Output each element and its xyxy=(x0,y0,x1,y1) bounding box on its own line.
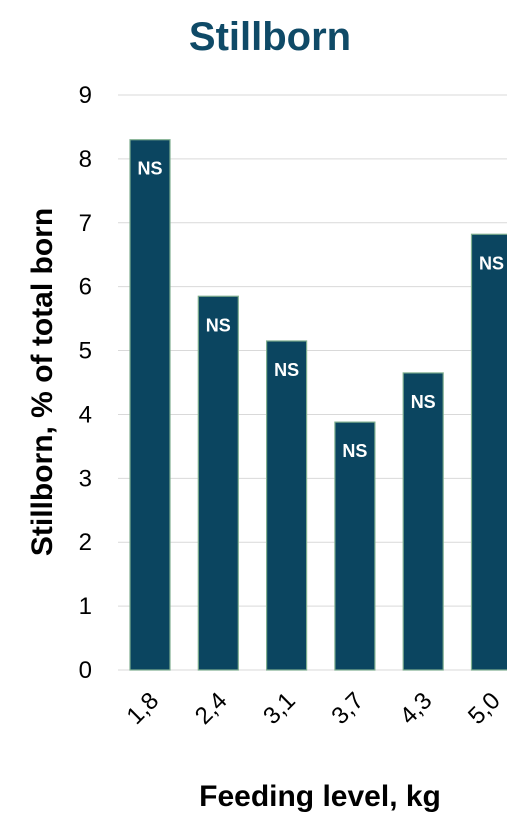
x-tick-label: 3,7 xyxy=(326,687,369,730)
y-tick-label: 5 xyxy=(79,338,92,365)
y-tick-label: 1 xyxy=(79,593,92,620)
x-axis-title: Feeding level, kg xyxy=(199,780,441,813)
bar-labels: NS NS NS NS NS NS xyxy=(137,159,504,461)
x-tick-label: 2,4 xyxy=(190,687,233,730)
bar-data-label: NS xyxy=(342,441,367,461)
bar-3-1 xyxy=(266,340,308,671)
bar-2-4 xyxy=(197,295,239,671)
y-tick-label: 2 xyxy=(79,529,92,556)
bar-data-label: NS xyxy=(206,315,231,335)
x-tick-label: 1,8 xyxy=(122,687,165,730)
y-tick-label: 9 xyxy=(79,82,92,109)
x-tick-label: 4,3 xyxy=(395,687,438,730)
y-tick-label: 7 xyxy=(79,210,92,237)
bar-data-label: NS xyxy=(479,253,504,273)
bar-5-0 xyxy=(470,233,507,671)
x-tick-label: 5,0 xyxy=(463,687,506,730)
y-tick-label: 3 xyxy=(79,465,92,492)
y-tick-label: 4 xyxy=(79,401,92,428)
bar-4-3 xyxy=(402,372,444,671)
chart-title: Stillborn xyxy=(189,15,351,59)
bar-1-8 xyxy=(129,139,171,671)
y-tick-label: 8 xyxy=(79,146,92,173)
gridlines xyxy=(118,94,507,671)
bar-data-label: NS xyxy=(274,360,299,380)
y-tick-label: 0 xyxy=(79,657,92,684)
x-axis-ticks: 1,8 2,4 3,1 3,7 4,3 5,0 xyxy=(122,687,506,730)
y-axis-title: Stillborn, % of total born xyxy=(26,208,59,556)
bars xyxy=(129,139,507,671)
bar-data-label: NS xyxy=(411,392,436,412)
bar-3-7 xyxy=(334,421,376,671)
bar-data-label: NS xyxy=(137,159,162,179)
y-axis-ticks: 0 1 2 3 4 5 6 7 8 9 xyxy=(79,82,92,684)
x-tick-label: 3,1 xyxy=(258,687,301,730)
y-tick-label: 6 xyxy=(79,274,92,301)
